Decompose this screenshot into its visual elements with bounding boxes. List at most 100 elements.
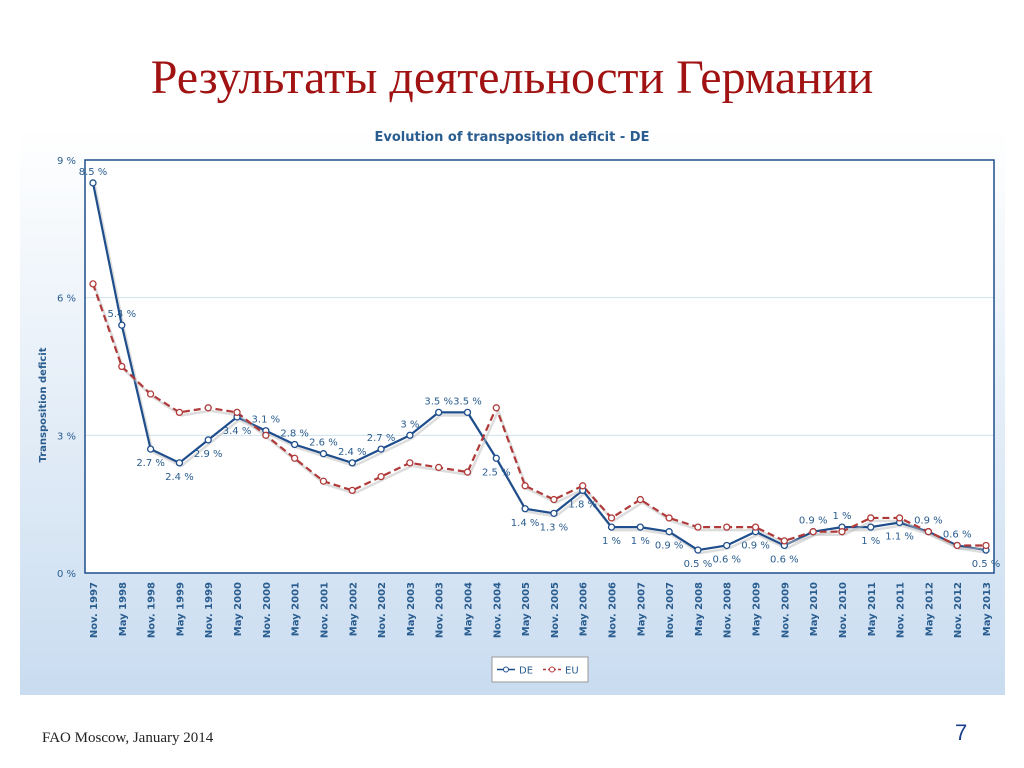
data-point	[694, 523, 702, 531]
data-label: 1 %	[631, 536, 650, 547]
data-point	[204, 436, 212, 444]
data-label: 0.9 %	[799, 516, 828, 527]
x-tick-label: May 2013	[982, 582, 993, 636]
data-point	[146, 390, 155, 398]
data-label: 1.8 %	[568, 499, 597, 510]
x-tick-label: May 2008	[694, 582, 705, 636]
y-tick-label: 0 %	[57, 569, 76, 580]
y-tick-label: 3 %	[57, 431, 76, 442]
legend	[491, 656, 589, 683]
data-label: 0.5 %	[684, 559, 713, 570]
data-point	[924, 528, 933, 536]
x-tick-label: Nov. 2008	[723, 582, 734, 638]
x-tick-label: May 2004	[463, 582, 474, 636]
data-point	[665, 514, 673, 522]
data-label: 0.9 %	[655, 541, 684, 552]
data-point	[463, 468, 472, 476]
line-shadow	[93, 286, 988, 550]
x-tick-label: Nov. 2012	[953, 582, 964, 638]
data-point	[89, 280, 97, 288]
data-point	[233, 408, 241, 417]
x-tick-label: May 2012	[924, 582, 935, 636]
data-point	[636, 495, 644, 504]
data-label: 8.5 %	[79, 167, 108, 178]
data-label: 5.4 %	[108, 309, 137, 320]
x-tick-label: May 2007	[636, 582, 647, 636]
data-point	[694, 546, 702, 554]
x-tick-label: Nov. 2000	[262, 582, 273, 638]
data-point	[290, 440, 299, 449]
x-tick-label: Nov. 2009	[780, 582, 791, 638]
data-label: 2.8 %	[280, 429, 309, 440]
data-label: 3 %	[400, 419, 419, 430]
data-label: 2.7 %	[136, 458, 165, 469]
data-label: 1 %	[832, 511, 851, 522]
data-point	[319, 450, 328, 458]
data-label: 2.9 %	[194, 449, 223, 460]
series-line	[91, 283, 986, 547]
data-label: 3.1 %	[252, 415, 281, 426]
x-tick-label: May 1999	[175, 582, 186, 636]
data-point	[579, 482, 587, 490]
data-label: 1.3 %	[540, 522, 569, 533]
data-point	[290, 454, 299, 462]
series-line	[91, 182, 987, 552]
y-tick-label: 9 %	[57, 156, 76, 167]
x-tick-label: May 2002	[348, 582, 359, 636]
data-point	[406, 459, 414, 467]
data-point	[607, 514, 616, 522]
x-tick-label: May 2005	[521, 582, 532, 636]
data-point	[953, 541, 961, 550]
data-label: 2.4 %	[165, 472, 194, 483]
data-label: 1 %	[861, 536, 880, 547]
y-axis-label: Transposition deficit	[38, 347, 49, 462]
x-tick-label: Nov. 2003	[435, 582, 446, 638]
data-label: 0.9 %	[914, 516, 943, 527]
data-label: 2.6 %	[309, 438, 338, 449]
data-point	[550, 509, 558, 517]
data-label: 2.4 %	[338, 447, 367, 458]
data-point	[665, 528, 673, 536]
data-point	[809, 528, 817, 536]
data-point	[723, 523, 731, 531]
x-tick-label: Nov. 1999	[204, 582, 215, 638]
x-tick-label: Nov. 2010	[838, 582, 849, 638]
y-tick-label: 6 %	[57, 294, 76, 305]
data-point	[118, 362, 126, 371]
data-point	[521, 482, 529, 490]
x-tick-label: Nov. 2005	[550, 582, 561, 638]
page-number: 7	[955, 720, 968, 745]
data-label: 2.5 %	[482, 467, 511, 478]
data-point	[751, 523, 760, 531]
data-point	[89, 179, 97, 187]
plot-area	[85, 160, 994, 573]
data-point	[463, 408, 472, 417]
data-point	[348, 486, 356, 495]
data-point	[377, 472, 385, 481]
footer: FAO Moscow, January 2014	[42, 730, 214, 746]
data-point	[118, 321, 126, 329]
x-tick-label: Nov. 2002	[377, 582, 388, 638]
x-tick-label: Nov. 1997	[89, 582, 100, 638]
data-point	[175, 408, 184, 417]
x-tick-label: May 2010	[809, 582, 820, 636]
x-tick-label: May 2000	[233, 582, 244, 636]
data-point	[723, 541, 731, 550]
x-tick-label: Nov. 2001	[319, 582, 330, 638]
x-tick-label: May 2001	[291, 582, 302, 636]
x-tick-label: May 2011	[867, 582, 878, 636]
x-tick-label: Nov. 2006	[608, 582, 619, 638]
data-point	[377, 445, 385, 453]
data-label: 1 %	[602, 536, 621, 547]
chart-title: Evolution of transposition deficit - DE	[375, 130, 650, 145]
x-tick-label: May 2009	[752, 582, 763, 636]
slide-title: Результаты деятельности Германии	[150, 51, 874, 104]
data-label: 0.6 %	[943, 529, 972, 540]
data-label: 0.6 %	[712, 554, 741, 565]
data-label: 1.4 %	[511, 518, 540, 529]
data-point	[435, 463, 443, 472]
data-point	[262, 431, 270, 439]
data-label: 0.6 %	[770, 554, 799, 565]
data-label: 1.1 %	[885, 532, 914, 543]
data-point	[146, 445, 155, 453]
